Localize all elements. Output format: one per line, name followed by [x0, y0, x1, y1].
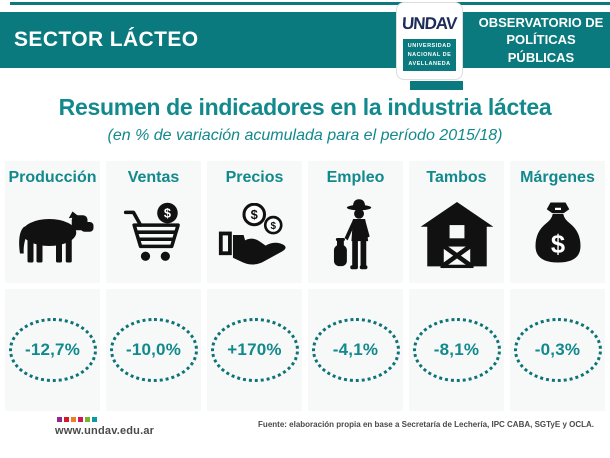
value-tambos: -8,1%	[409, 289, 504, 411]
svg-text:$: $	[250, 207, 257, 222]
undav-institution-label: UNIVERSIDAD NACIONAL DE AVELLANEDA	[402, 39, 457, 72]
value-badge: -4,1%	[311, 318, 400, 382]
brand-color-dots	[57, 417, 97, 422]
indicator-precios: Precios $ $	[207, 161, 302, 283]
source-note: Fuente: elaboración propia en base a Sec…	[258, 420, 594, 429]
indicator-label: Producción	[8, 169, 97, 186]
undav-logo-card: UNDAV UNIVERSIDAD NACIONAL DE AVELLANEDA	[396, 2, 463, 80]
undav-card-ribbon	[410, 81, 463, 90]
hand-coins-icon: $ $	[218, 203, 286, 265]
brand-dot	[64, 417, 69, 422]
farmer-milk-can-icon	[333, 199, 371, 270]
brand-dot	[78, 417, 83, 422]
brand-dot	[57, 417, 62, 422]
page-title: Resumen de indicadores en la industria l…	[58, 94, 552, 120]
shopping-cart-dollar-icon: $	[123, 202, 180, 261]
observatory-banner-title: OBSERVATORIO DE POLÍTICAS PÚBLICAS	[472, 12, 610, 68]
indicator-margenes: Márgenes $	[510, 161, 605, 283]
indicator-ventas: Ventas $	[106, 161, 201, 283]
undav-logo: UNDAV	[401, 14, 458, 33]
indicators-grid: Producción V	[5, 161, 605, 411]
svg-text:$: $	[550, 230, 564, 258]
value-badge: +170%	[210, 318, 299, 382]
indicator-empleo: Empleo	[308, 161, 403, 283]
brand-dot	[71, 417, 76, 422]
indicator-label: Tambos	[426, 169, 487, 186]
website-link[interactable]: www.undav.edu.ar	[55, 425, 155, 437]
top-rule	[10, 2, 610, 5]
value-produccion: -12,7%	[5, 289, 100, 411]
header-banner: SECTOR LÁCTEO OBSERVATORIO DE POLÍTICAS …	[0, 12, 610, 68]
cow-icon	[18, 211, 93, 262]
value-badge: -10,0%	[109, 318, 198, 382]
value-empleo: -4,1%	[308, 289, 403, 411]
svg-text:$: $	[163, 205, 170, 220]
indicator-label: Ventas	[127, 169, 180, 186]
svg-text:$: $	[270, 221, 276, 232]
value-badge: -8,1%	[412, 318, 501, 382]
brand-dot	[85, 417, 90, 422]
observatory-line1: OBSERVATORIO DE	[478, 14, 604, 30]
value-margenes: -0,3%	[510, 289, 605, 411]
indicator-tambos: Tambos	[409, 161, 504, 283]
value-ventas: -10,0%	[106, 289, 201, 411]
page-subtitle: (en % de variación acumulada para el per…	[107, 127, 503, 144]
value-badge: -0,3%	[513, 318, 602, 382]
indicator-label: Márgenes	[520, 169, 595, 186]
value-precios: +170%	[207, 289, 302, 411]
sector-banner-title: SECTOR LÁCTEO	[14, 28, 199, 51]
value-badge: -12,7%	[8, 318, 97, 382]
brand-dot	[92, 417, 97, 422]
observatory-line2: POLÍTICAS PÚBLICAS	[506, 32, 576, 65]
indicator-label: Precios	[225, 169, 284, 186]
indicator-produccion: Producción	[5, 161, 100, 283]
money-bag-icon: $	[535, 202, 580, 262]
barn-icon	[420, 201, 493, 269]
indicator-label: Empleo	[326, 169, 385, 186]
